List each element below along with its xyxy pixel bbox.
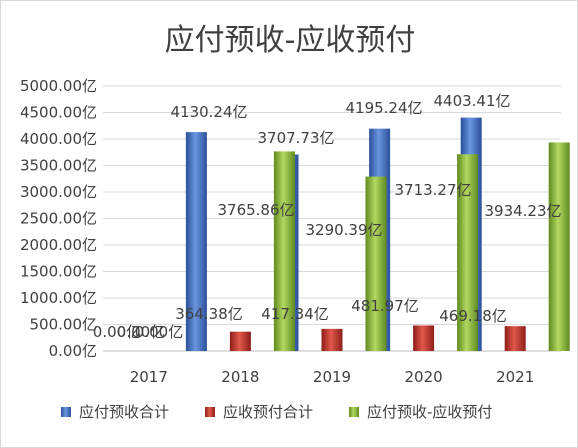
- legend-label: 应付预收合计: [79, 403, 169, 421]
- data-label: 3765.86亿: [217, 201, 294, 219]
- data-label: 417.34亿: [261, 305, 329, 323]
- bar-应收预付合计-2020: [413, 325, 435, 351]
- data-label: 3707.73亿: [257, 129, 334, 147]
- x-tick-label: 2019: [313, 368, 351, 386]
- data-label: 3290.39亿: [305, 221, 382, 239]
- legend-label: 应付预收-应收预付: [367, 403, 492, 421]
- data-label: 481.97亿: [351, 297, 419, 315]
- y-tick-label: 500.00亿: [30, 316, 98, 334]
- data-label: 4130.24亿: [170, 103, 247, 121]
- bar-应付预收-应收预付-2019: [365, 176, 387, 351]
- x-tick-label: 2017: [130, 368, 168, 386]
- bar-应收预付合计-2018: [229, 331, 251, 351]
- legend-label: 应收预付合计: [223, 403, 313, 421]
- x-tick-label: 2018: [221, 368, 259, 386]
- data-label: 3934.23亿: [484, 202, 561, 220]
- legend-swatch: [205, 407, 215, 417]
- y-tick-label: 3000.00亿: [20, 183, 97, 201]
- legend-swatch: [349, 407, 359, 417]
- y-tick-label: 2500.00亿: [20, 210, 97, 228]
- y-tick-label: 3500.00亿: [20, 157, 97, 175]
- legend-swatch: [61, 407, 71, 417]
- data-label: 4403.41亿: [433, 92, 510, 110]
- y-tick-label: 1000.00亿: [20, 289, 97, 307]
- bar-应收预付合计-2021: [504, 326, 526, 351]
- bar-应付预收-应收预付-2020: [457, 154, 479, 351]
- bar-应付预收合计-2018: [185, 132, 207, 351]
- y-tick-label: 4500.00亿: [20, 104, 97, 122]
- y-tick-label: 4000.00亿: [20, 130, 97, 148]
- data-label: 4195.24亿: [345, 99, 422, 117]
- bar-应付预收-应收预付-2021: [548, 142, 570, 351]
- data-label: 0.00亿: [117, 323, 165, 341]
- y-tick-label: 0.00亿: [49, 342, 97, 360]
- y-tick-label: 2000.00亿: [20, 236, 97, 254]
- data-label: 364.38亿: [175, 305, 243, 323]
- x-tick-label: 2021: [496, 368, 534, 386]
- data-label: 3713.27亿: [394, 181, 471, 199]
- data-label: 0.00亿: [135, 323, 183, 341]
- chart-title: 应付预收-应收预付: [165, 23, 416, 58]
- data-label: 469.18亿: [439, 307, 507, 325]
- y-tick-label: 5000.00亿: [20, 77, 97, 95]
- data-label: 0.00亿: [93, 323, 141, 341]
- bar-应收预付合计-2019: [321, 328, 343, 351]
- bar-应付预收-应收预付-2018: [273, 151, 295, 351]
- y-tick-label: 1500.00亿: [20, 263, 97, 281]
- x-tick-label: 2020: [405, 368, 443, 386]
